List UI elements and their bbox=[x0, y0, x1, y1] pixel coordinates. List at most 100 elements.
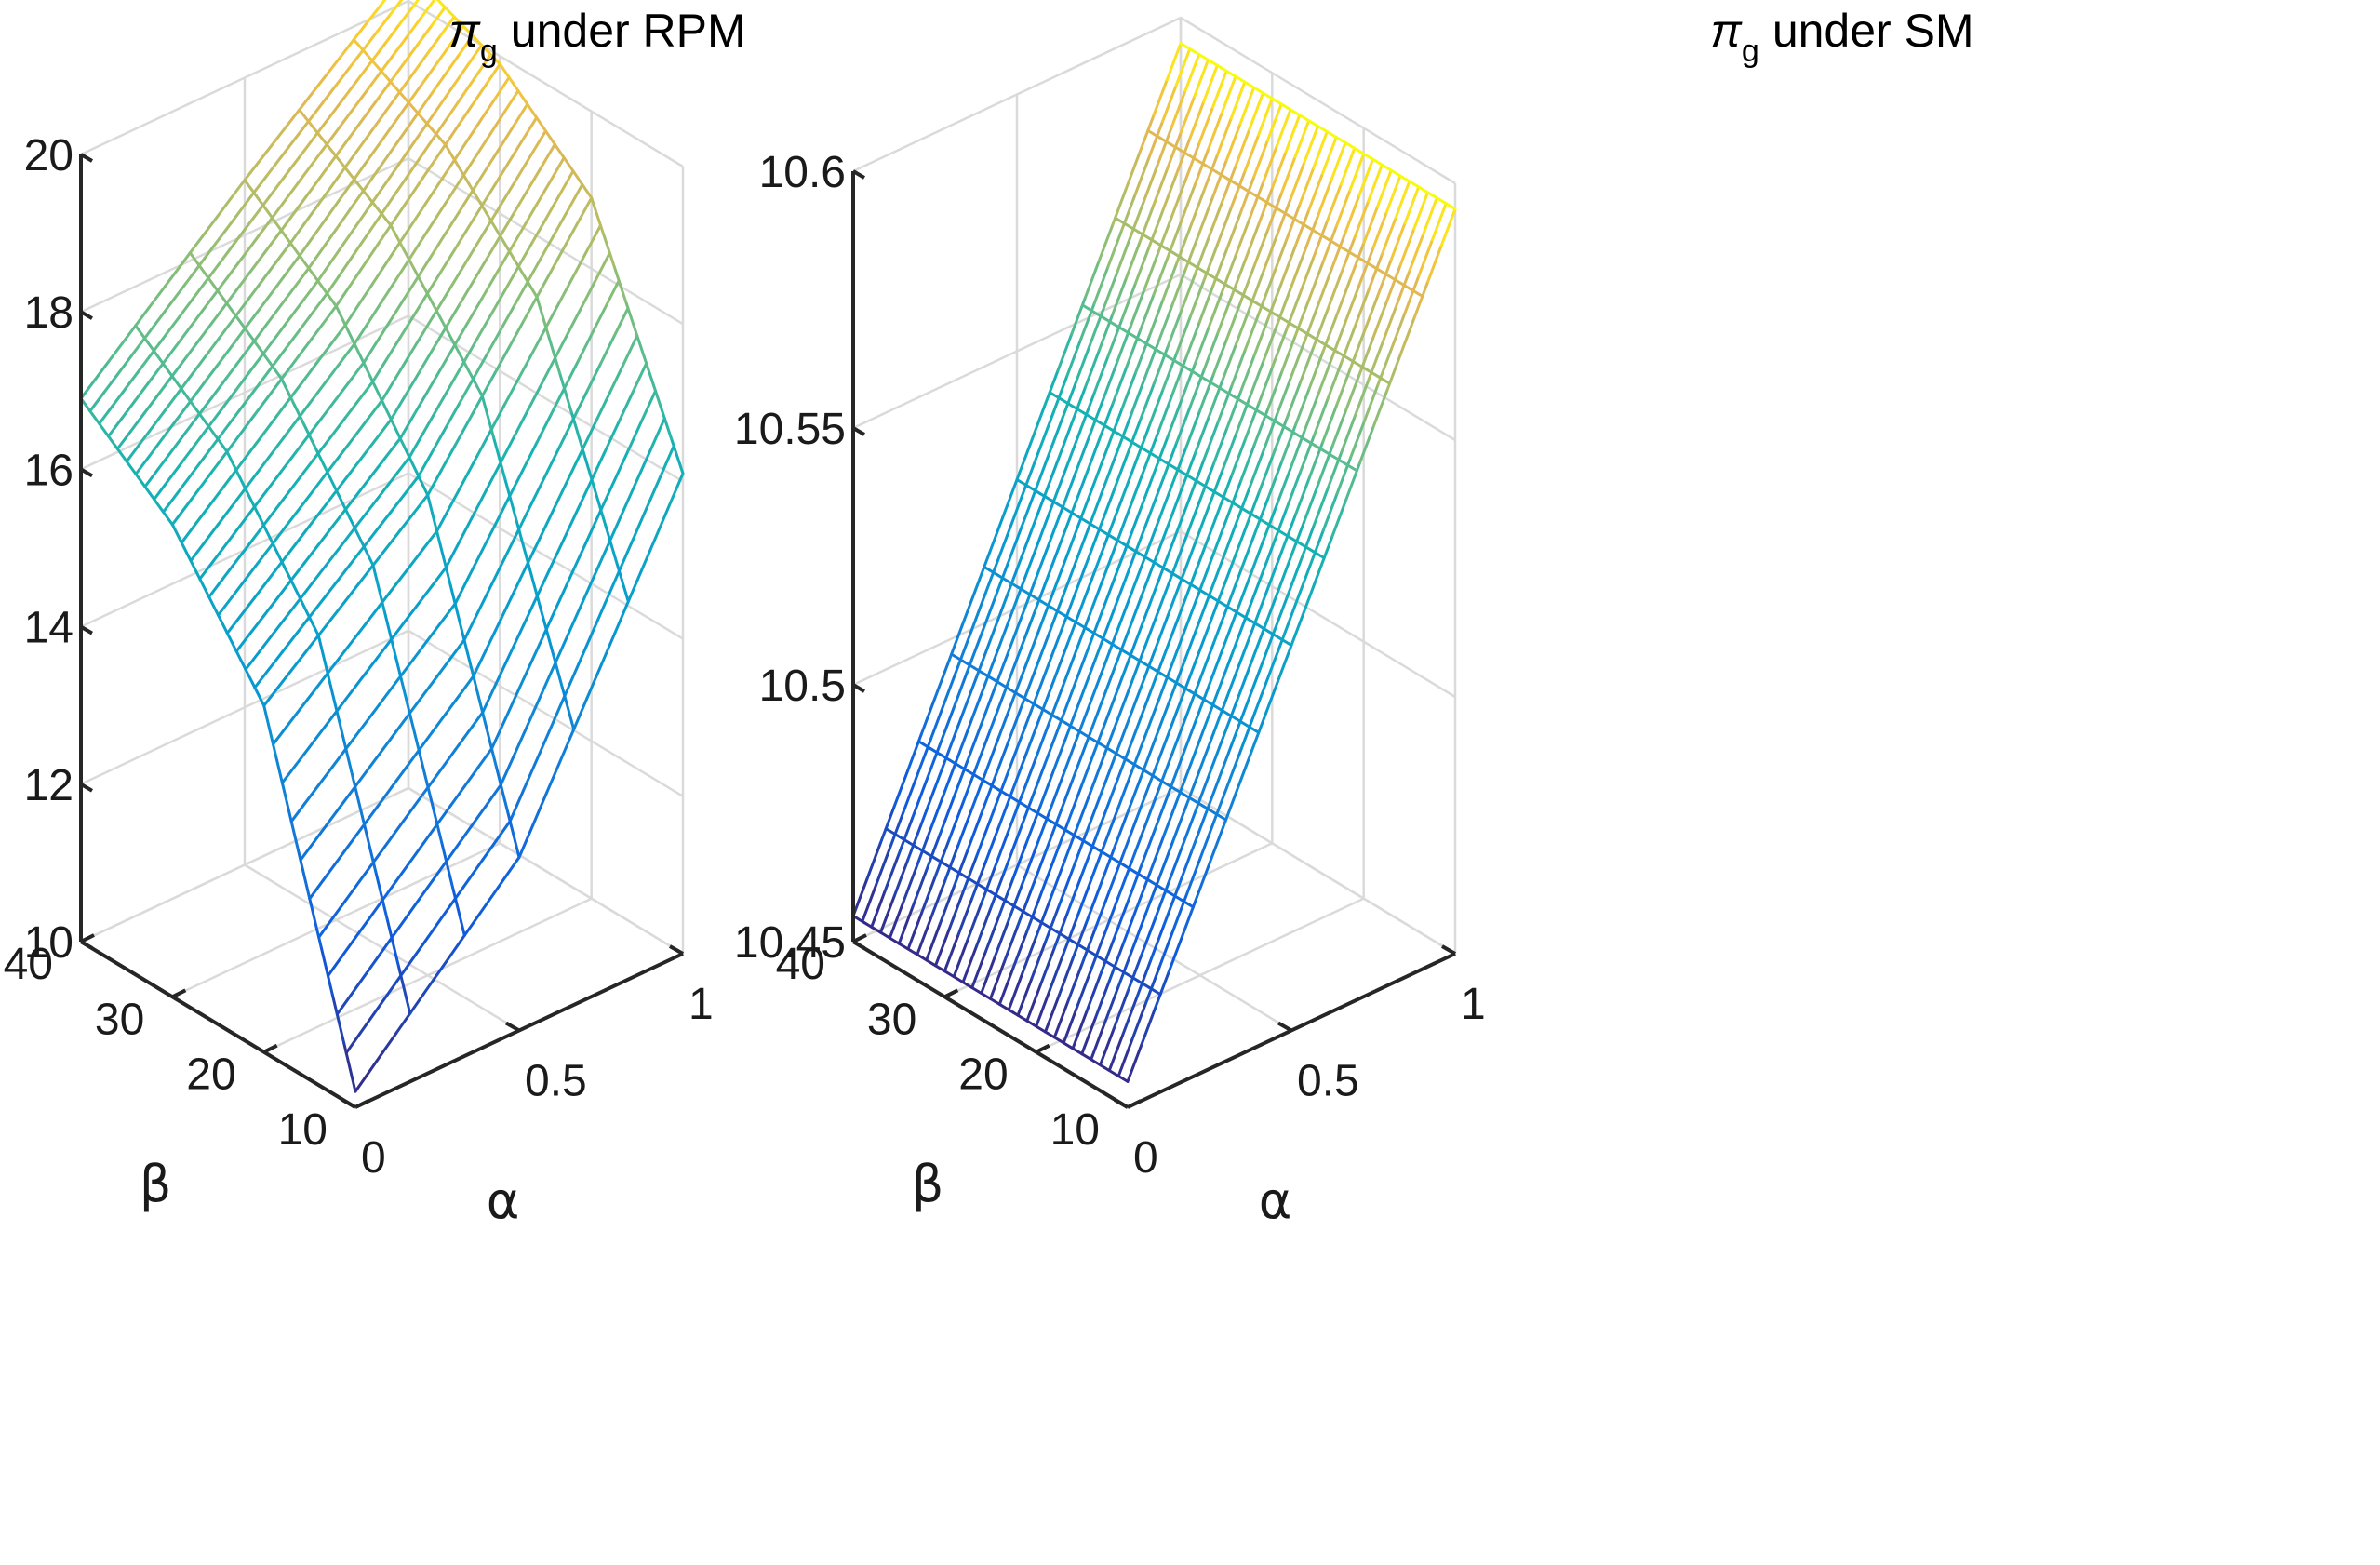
surface-mesh-segment bbox=[494, 249, 511, 276]
surface-mesh-segment bbox=[513, 280, 529, 308]
surface-mesh-segment bbox=[272, 725, 288, 746]
surface-mesh-segment bbox=[1244, 490, 1261, 530]
surface-mesh-segment bbox=[1180, 719, 1197, 759]
surface-mesh-segment bbox=[462, 766, 480, 788]
surface-mesh-segment bbox=[1231, 501, 1246, 512]
sm-z-tick bbox=[851, 426, 866, 436]
surface-mesh-segment bbox=[400, 245, 416, 270]
surface-mesh-segment bbox=[93, 360, 110, 382]
surface-mesh-segment bbox=[426, 469, 443, 497]
surface-mesh-segment bbox=[1107, 675, 1124, 716]
surface-mesh-segment bbox=[512, 257, 528, 280]
surface-mesh-segment bbox=[1294, 476, 1311, 515]
surface-mesh-segment bbox=[320, 137, 335, 155]
sm-z-tick-label: 10.45 bbox=[734, 918, 846, 968]
surface-mesh-segment bbox=[1170, 179, 1187, 219]
surface-mesh-segment bbox=[1042, 368, 1060, 408]
surface-mesh-segment bbox=[1237, 184, 1252, 194]
surface-mesh-segment bbox=[1154, 669, 1169, 679]
surface-mesh-segment bbox=[384, 22, 401, 45]
surface-mesh-segment bbox=[1211, 515, 1229, 555]
surface-mesh-segment bbox=[449, 933, 466, 956]
surface-mesh-segment bbox=[258, 633, 274, 653]
surface-mesh-segment bbox=[485, 461, 502, 490]
surface-mesh-segment bbox=[197, 246, 215, 267]
surface-mesh-segment bbox=[407, 14, 424, 36]
surface-mesh-segment bbox=[1408, 233, 1425, 273]
surface-mesh-segment bbox=[1290, 518, 1306, 557]
surface-mesh-segment bbox=[258, 542, 274, 563]
surface-mesh-segment bbox=[1087, 735, 1102, 745]
surface-mesh-segment bbox=[1248, 359, 1265, 399]
surface-mesh-segment bbox=[1190, 48, 1206, 59]
surface-mesh-segment bbox=[654, 503, 671, 540]
surface-mesh-segment bbox=[489, 219, 504, 242]
surface-mesh-segment bbox=[225, 357, 242, 380]
surface-mesh-segment bbox=[499, 124, 515, 149]
surface-mesh-segment bbox=[194, 424, 210, 447]
surface-mesh-segment bbox=[260, 519, 274, 545]
surface-mesh-segment bbox=[1015, 620, 1033, 660]
surface-mesh-segment bbox=[997, 520, 1014, 560]
surface-mesh-segment bbox=[1007, 687, 1022, 698]
surface-mesh-segment bbox=[1140, 1007, 1157, 1047]
surface-mesh-segment bbox=[1252, 228, 1270, 268]
surface-mesh-segment bbox=[344, 729, 361, 751]
surface-mesh-segment bbox=[466, 44, 484, 67]
surface-mesh-segment bbox=[230, 252, 247, 274]
surface-mesh-segment bbox=[339, 342, 356, 364]
surface-mesh-segment bbox=[394, 33, 410, 55]
grid-line bbox=[171, 56, 501, 998]
surface-mesh-segment bbox=[1317, 178, 1333, 217]
surface-mesh-segment bbox=[180, 368, 196, 391]
surface-mesh-segment bbox=[312, 216, 328, 238]
surface-mesh-segment bbox=[886, 935, 901, 945]
surface-mesh-segment bbox=[1126, 954, 1143, 994]
surface-mesh-segment bbox=[1277, 528, 1291, 539]
surface-mesh-segment bbox=[1136, 979, 1151, 989]
surface-mesh-segment bbox=[1180, 898, 1195, 909]
surface-mesh-segment bbox=[1230, 705, 1248, 745]
surface-mesh-segment bbox=[166, 313, 183, 334]
surface-mesh-segment bbox=[1135, 959, 1152, 999]
surface-mesh-segment bbox=[189, 307, 206, 328]
surface-mesh-segment bbox=[919, 696, 937, 736]
surface-mesh-segment bbox=[1097, 634, 1112, 645]
surface-mesh-segment bbox=[346, 328, 361, 355]
surface-mesh-segment bbox=[1028, 593, 1043, 603]
surface-mesh-segment bbox=[225, 613, 243, 635]
surface-mesh-segment bbox=[1326, 272, 1343, 312]
surface-mesh-segment bbox=[1182, 258, 1197, 268]
surface-mesh-segment bbox=[1412, 191, 1429, 231]
surface-mesh-segment bbox=[947, 802, 965, 842]
surface-mesh-segment bbox=[1079, 569, 1097, 609]
surface-mesh-segment bbox=[1120, 371, 1137, 411]
surface-mesh-segment bbox=[202, 363, 220, 385]
surface-mesh-segment bbox=[590, 196, 605, 234]
surface-mesh-segment bbox=[1221, 342, 1237, 382]
surface-mesh-segment bbox=[302, 451, 320, 474]
surface-mesh-segment bbox=[307, 247, 324, 270]
surface-mesh-segment bbox=[435, 804, 452, 826]
surface-mesh-segment bbox=[1244, 580, 1261, 620]
surface-mesh-segment bbox=[1192, 156, 1207, 167]
surface-mesh-segment bbox=[421, 972, 439, 996]
surface-mesh-segment bbox=[334, 66, 351, 87]
surface-mesh-segment bbox=[1070, 653, 1088, 693]
surface-mesh-segment bbox=[398, 141, 415, 165]
surface-mesh-segment bbox=[1362, 152, 1377, 163]
surface-mesh-segment bbox=[280, 763, 298, 784]
surface-mesh-segment bbox=[486, 618, 502, 649]
surface-mesh-segment bbox=[1210, 595, 1224, 606]
surface-mesh-segment bbox=[1229, 80, 1247, 120]
surface-mesh-segment bbox=[1280, 334, 1297, 374]
surface-mesh-segment bbox=[929, 880, 946, 920]
surface-mesh-segment bbox=[271, 615, 288, 635]
surface-mesh-segment bbox=[349, 674, 366, 695]
surface-mesh-segment bbox=[560, 686, 576, 731]
surface-mesh-segment bbox=[985, 781, 1000, 792]
surface-mesh-segment bbox=[376, 936, 394, 958]
surface-mesh-segment bbox=[390, 767, 407, 789]
surface-mesh-segment bbox=[467, 548, 484, 579]
surface-mesh-segment bbox=[1221, 521, 1238, 561]
